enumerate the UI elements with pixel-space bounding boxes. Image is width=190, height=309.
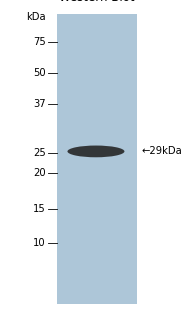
Text: kDa: kDa [26, 12, 46, 22]
Text: 50: 50 [33, 68, 46, 78]
Text: 20: 20 [33, 168, 46, 178]
Text: 75: 75 [33, 37, 46, 47]
Text: 25: 25 [33, 148, 46, 158]
FancyBboxPatch shape [57, 14, 137, 304]
Text: 15: 15 [33, 204, 46, 214]
Text: 37: 37 [33, 99, 46, 108]
Ellipse shape [67, 146, 124, 157]
Text: 10: 10 [33, 238, 46, 248]
Text: ←29kDa: ←29kDa [142, 146, 182, 156]
Text: Western Blot: Western Blot [59, 0, 135, 4]
